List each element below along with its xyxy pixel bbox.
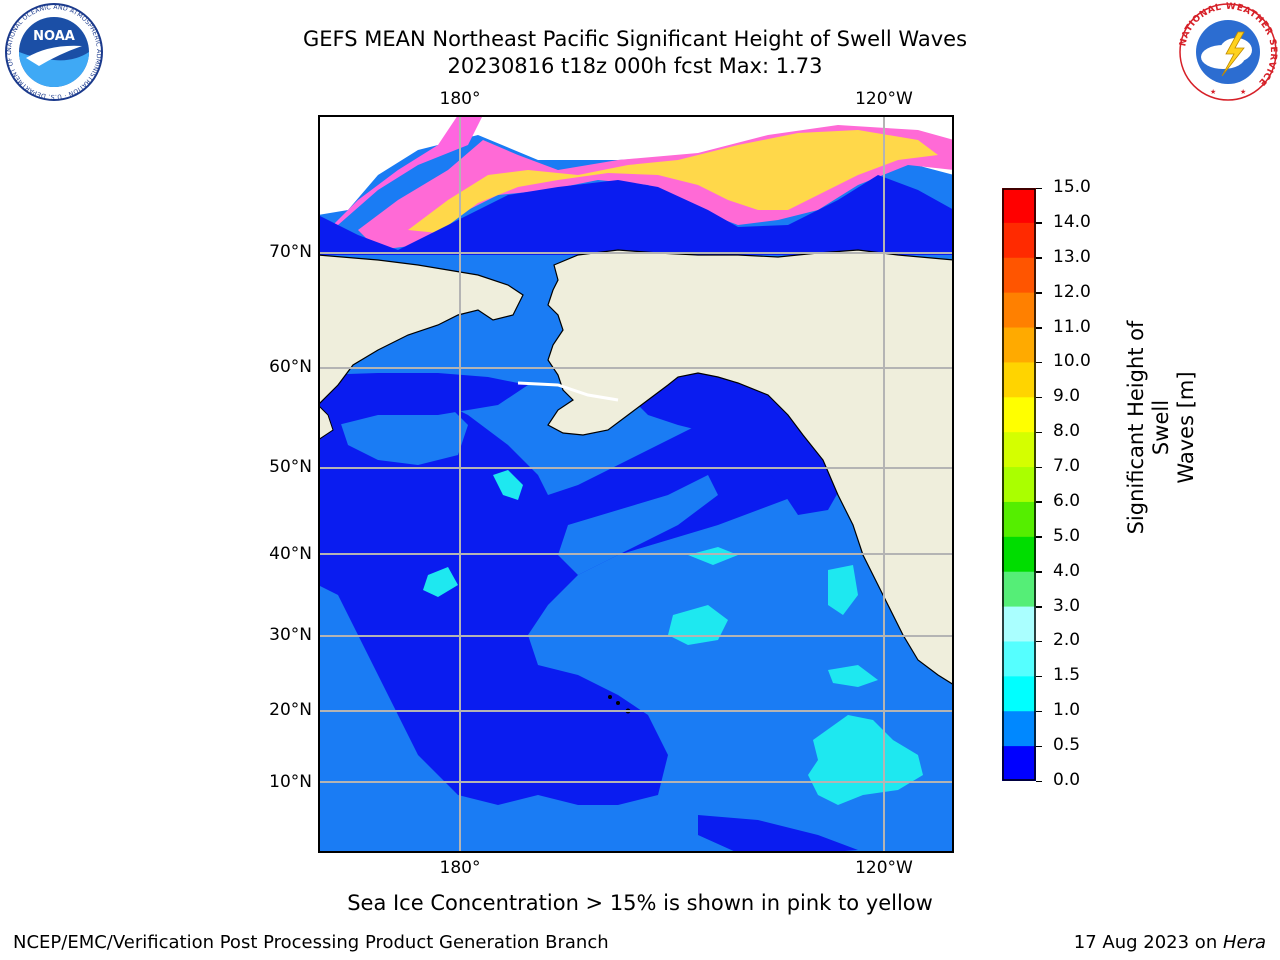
cyan-patch-6: [828, 665, 878, 687]
colorbar-band: [1002, 467, 1036, 503]
lon-label-180-bottom: 180°: [439, 858, 481, 878]
colorbar-tick-label: 0.5: [1053, 735, 1081, 756]
north-america-land: [547, 249, 954, 686]
colorbar-tick-label: 5.0: [1053, 525, 1081, 546]
colorbar-band: [1002, 641, 1036, 677]
colorbar-tick-label: 6.0: [1053, 490, 1081, 511]
hawaii-island-2: [616, 701, 620, 705]
colorbar-tick-label: 0.0: [1053, 770, 1081, 790]
colorbar-tick-label: 11.0: [1053, 316, 1091, 337]
nws-star-icon-2: ★: [1240, 88, 1246, 96]
lat-label-50n: 50°N: [269, 457, 312, 477]
colorbar-band: [1002, 327, 1036, 363]
deep-swell-south: [698, 815, 858, 853]
lat-label-10n: 10°N: [269, 772, 312, 792]
lat-label-40n: 40°N: [269, 544, 312, 564]
lat-label-30n: 30°N: [269, 625, 312, 645]
colorbar-band: [1002, 292, 1036, 329]
lon-label-180-top: 180°: [439, 89, 481, 109]
colorbar-tick-label: 12.0: [1053, 281, 1091, 302]
colorbar: [1002, 188, 1036, 781]
deep-swell-bering: [318, 373, 528, 430]
colorbar-band: [1002, 397, 1036, 433]
map-gridlines: [318, 115, 954, 853]
colorbar-tick-mark: [1036, 466, 1042, 469]
colorbar-tick-mark: [1036, 640, 1042, 643]
colorbar-tick-mark: [1036, 327, 1042, 329]
colorbar-tick-mark: [1036, 606, 1042, 608]
map-title: GEFS MEAN Northeast Pacific Significant …: [302, 27, 968, 51]
cyan-patch-5: [828, 565, 858, 615]
colorbar-band: [1002, 571, 1036, 608]
colorbar-tick-mark: [1036, 745, 1042, 748]
kamchatka-land: [318, 404, 334, 441]
colorbar-tick-mark: [1036, 292, 1042, 294]
noaa-logo: NATIONAL OCEANIC AND ATMOSPHERIC ADMINIS…: [4, 2, 103, 101]
colorbar-band: [1002, 711, 1036, 747]
colorbar-band: [1002, 432, 1036, 468]
arctic-deep: [318, 175, 954, 255]
colorbar-band: [1002, 536, 1036, 573]
cyan-patch-4: [688, 547, 738, 565]
colorbar-band: [1002, 257, 1036, 294]
colorbar-band: [1002, 606, 1036, 642]
colorbar-tick-label: 4.0: [1053, 560, 1081, 581]
lat-label-70n: 70°N: [269, 242, 312, 262]
colorbar-tick-label: 3.0: [1053, 595, 1081, 616]
colorbar-band: [1002, 746, 1036, 781]
hawaii-island-1: [608, 695, 612, 699]
footer-timestamp: 17 Aug 2023 on Hera: [1074, 932, 1266, 953]
cyan-patch-2: [423, 567, 458, 597]
footer-date: 17 Aug 2023 on: [1073, 932, 1223, 953]
colorbar-tick-mark: [1036, 536, 1042, 538]
colorbar-tick-mark: [1036, 675, 1042, 678]
colorbar-tick-mark: [1036, 571, 1042, 573]
colorbar-tick-mark: [1036, 257, 1042, 259]
lon-label-120w-bottom: 120°W: [855, 858, 913, 878]
sea-ice-core: [408, 130, 938, 233]
colorbar-tick-label: 1.5: [1053, 665, 1081, 686]
colorbar-tick-label: 15.0: [1053, 177, 1091, 197]
lat-label-60n: 60°N: [269, 357, 312, 377]
colorbar-tick-label: 14.0: [1053, 211, 1091, 232]
colorbar-band: [1002, 362, 1036, 398]
colorbar-tick-label: 9.0: [1053, 386, 1081, 407]
sea-ice-note: Sea Ice Concentration > 15% is shown in …: [347, 891, 933, 915]
colorbar-tick-mark: [1036, 780, 1042, 782]
colorbar-band: [1002, 501, 1036, 538]
sea-ice-west: [333, 115, 483, 225]
colorbar-tick-mark: [1036, 222, 1042, 224]
nws-logo: NATIONAL WEATHER SERVICE ★ ★: [1178, 2, 1278, 101]
colorbar-tick-mark: [1036, 501, 1042, 503]
colorbar-tick-label: 2.0: [1053, 630, 1081, 651]
footer-host: Hera: [1222, 932, 1266, 953]
colorbar-tick-mark: [1036, 710, 1042, 713]
colorbar-band: [1002, 188, 1036, 224]
nws-star-icon: ★: [1210, 88, 1216, 96]
colorbar-tick-mark: [1036, 431, 1042, 434]
colorbar-band: [1002, 676, 1036, 712]
colorbar-label: Significant Height of Swell Waves [m]: [1124, 308, 1199, 548]
aleutian-chain: [517, 381, 619, 402]
noaa-logo-text: NOAA: [33, 29, 75, 44]
colorbar-tick-label: 10.0: [1053, 351, 1091, 372]
cyan-patch-1: [493, 470, 523, 500]
colorbar-tick-label: 7.0: [1053, 456, 1081, 477]
footer-credit: NCEP/EMC/Verification Post Processing Pr…: [13, 932, 609, 953]
colorbar-label-line2: Waves [m]: [1174, 371, 1198, 484]
colorbar-tick-mark: [1036, 187, 1042, 189]
colorbar-tick-label: 8.0: [1053, 421, 1081, 442]
map-frame: [318, 115, 954, 853]
map-panel: [318, 115, 954, 853]
lat-label-20n: 20°N: [269, 700, 312, 720]
mid-swell-band: [558, 475, 718, 575]
colorbar-tick-mark: [1036, 396, 1042, 399]
colorbar-tick-mark: [1036, 361, 1042, 364]
lon-label-120w-top: 120°W: [855, 89, 913, 109]
colorbar-label-line1: Significant Height of Swell: [1124, 320, 1173, 535]
map-subtitle: 20230816 t18z 000h fcst Max: 1.73: [447, 54, 823, 78]
colorbar-tick-label: 1.0: [1053, 700, 1081, 721]
colorbar-band: [1002, 222, 1036, 259]
colorbar-tick-label: 13.0: [1053, 246, 1091, 267]
